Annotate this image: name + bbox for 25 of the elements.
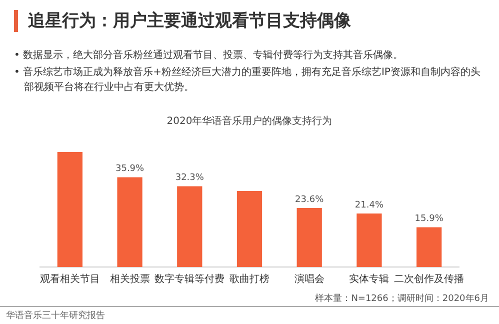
bar <box>236 191 262 267</box>
data-label: 23.6% <box>295 194 324 205</box>
x-tick-label: 数字专辑等付费 <box>154 272 225 285</box>
x-tick-label: 二次创作及传播 <box>394 272 464 285</box>
data-label: 32.3% <box>175 173 204 184</box>
x-tick-label: 演唱会 <box>294 272 324 285</box>
bar <box>117 177 142 267</box>
data-label: 35.9% <box>115 164 145 174</box>
text: 华语音乐三十年研究报告 <box>0 306 499 324</box>
data-label: 15.9% <box>414 214 444 224</box>
data-label: 21.4% <box>354 200 384 210</box>
bar <box>57 152 82 267</box>
text: 样本量：N=1266；调研时间：2020年6月 <box>315 292 489 305</box>
x-tick-label: 观看相关节目 <box>40 272 100 285</box>
chart-title: 追星行为：用户主要通过观看节目支持偶像 <box>14 10 351 32</box>
chart-subtitle: 2020年华语音乐用户的偶像支持行为 <box>166 114 334 128</box>
x-tick-label: 实体专辑 <box>349 272 390 285</box>
bar <box>296 208 322 267</box>
bar <box>356 214 382 267</box>
text: • 音乐综艺市场正成为释放音乐+粉丝经济巨大潜力的重要阵地，拥有充足音乐综艺IP资源和自制内容的头部视频平台将在行业中占有更大优势。 <box>14 66 482 95</box>
bar <box>177 186 202 267</box>
x-tick-label: 相关投票 <box>110 272 150 285</box>
bar <box>416 227 442 267</box>
text: • 数据显示，绝大部分音乐粉丝通过观看节目、投票、专辑付费等行为支持其音乐偶像。 <box>14 48 404 63</box>
x-tick-label: 歌曲打榜 <box>230 272 270 285</box>
